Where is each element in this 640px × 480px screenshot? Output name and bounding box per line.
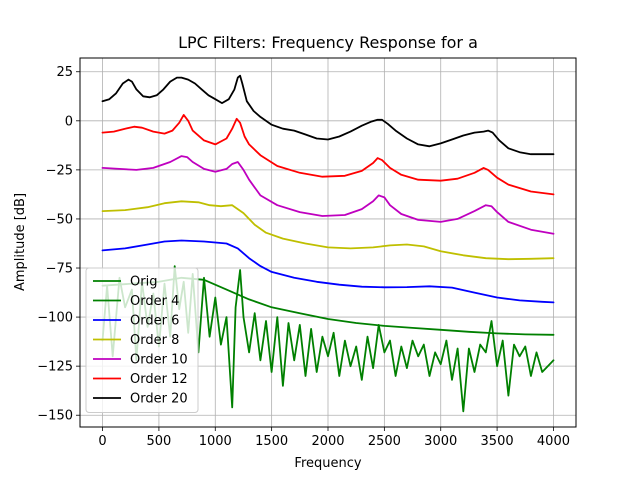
legend-label: Order 8 [130, 333, 179, 348]
x-tick-label: 4000 [537, 434, 570, 449]
series-line-order-6 [101, 239, 555, 304]
x-tick-label: 0 [98, 434, 106, 449]
y-tick-label: −75 [46, 262, 73, 277]
x-axis-ticks: 0 500 1000 1500 2000 2500 3000 3500 4000 [98, 427, 570, 449]
legend-label: Order 20 [130, 392, 188, 407]
legend-label: Order 6 [130, 314, 179, 329]
y-tick-label: −100 [37, 311, 73, 326]
chart-title: LPC Filters: Frequency Response for a [178, 33, 478, 52]
x-tick-label: 1500 [255, 434, 288, 449]
legend-label: Orig [130, 275, 157, 290]
x-tick-label: 500 [146, 434, 171, 449]
grid [80, 58, 576, 427]
x-tick-label: 2500 [368, 434, 401, 449]
y-axis-label: Amplitude [dB] [13, 193, 28, 291]
series-line-order-10 [101, 155, 555, 235]
series-line-order-20 [101, 74, 555, 156]
y-tick-label: −125 [37, 360, 73, 375]
y-tick-label: −150 [37, 409, 73, 424]
x-tick-label: 2000 [311, 434, 344, 449]
y-tick-label: −25 [46, 163, 73, 178]
legend-box [85, 267, 199, 413]
x-tick-label: 3500 [481, 434, 514, 449]
x-tick-label: 1000 [199, 434, 232, 449]
y-tick-label: −50 [46, 212, 73, 227]
x-axis-label: Frequency [294, 456, 361, 471]
y-tick-label: 25 [56, 65, 73, 80]
legend-label: Order 4 [130, 294, 179, 309]
legend-label: Order 12 [130, 372, 188, 387]
legend: Orig Order 4 Order 6 Order 8 Order 10 Order 1… [85, 267, 199, 413]
legend-label: Order 10 [130, 353, 188, 368]
y-axis-ticks: 25 0 −25 −50 −75 −100 −125 −150 [37, 65, 80, 424]
y-tick-label: 0 [65, 114, 73, 129]
series-line-order-8 [101, 200, 555, 261]
series-line-order-12 [101, 114, 555, 196]
x-tick-label: 3000 [424, 434, 457, 449]
